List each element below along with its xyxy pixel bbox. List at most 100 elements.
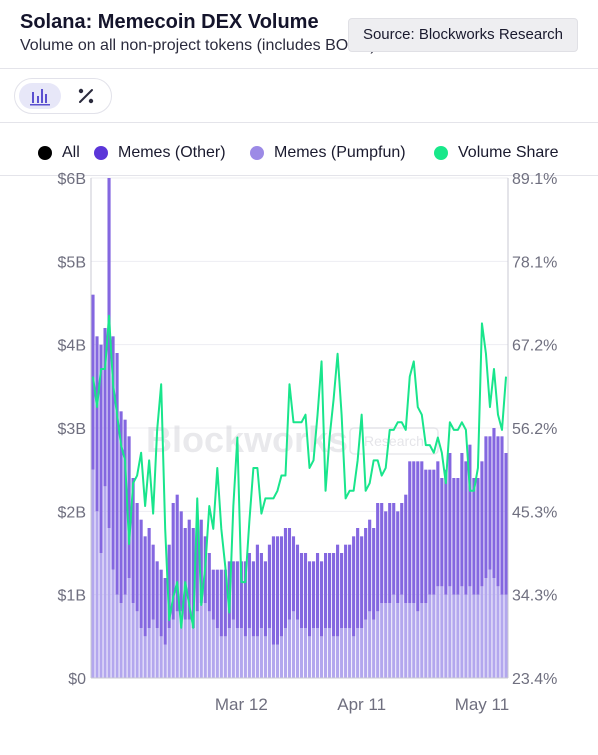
y-left-tick-label: $0 (68, 671, 86, 688)
y-right-tick-label: 67.2% (512, 338, 557, 355)
bar-other (464, 461, 468, 595)
bar-other (95, 336, 99, 512)
bar-other (420, 461, 424, 603)
bar-pumpfun (299, 628, 304, 678)
legend-item-all[interactable]: All (38, 140, 80, 166)
bar-pumpfun (460, 586, 464, 678)
bar-other (376, 503, 380, 612)
y-left-tick-label: $5B (58, 254, 86, 271)
bar-chart-view-button[interactable] (19, 83, 61, 109)
legend-dot-icon (250, 146, 264, 160)
bar-other (219, 569, 223, 637)
bar-pumpfun (251, 636, 255, 678)
bar-pumpfun (179, 611, 183, 678)
bar-pumpfun (315, 628, 320, 678)
bar-pumpfun (131, 603, 135, 678)
axes-layer: $0 $1B $2B $3B $4B $5B $6B 23.4% 34.3% 45.3% 56.2%… (58, 171, 558, 714)
bar-other (223, 569, 227, 637)
bar-other (211, 569, 215, 620)
bar-other (380, 503, 384, 603)
chart-svg: Blockworks Research $0 $1B $2B $3B $4B $5B $6B… (58, 171, 558, 714)
percent-view-button[interactable] (65, 83, 107, 109)
bar-other (171, 503, 175, 620)
bar-pumpfun (324, 628, 328, 678)
bar-pumpfun (340, 628, 344, 678)
bar-pumpfun (360, 628, 364, 678)
bar-other (259, 553, 263, 628)
source-badge: Source: Blockworks Research (348, 18, 578, 52)
bar-other (263, 561, 267, 637)
bar-other (360, 536, 364, 628)
bar-other (175, 494, 179, 612)
bar-other (127, 436, 131, 578)
bar-pumpfun (500, 594, 504, 678)
bar-pumpfun (95, 511, 99, 678)
bar-other (275, 536, 280, 645)
bar-pumpfun (408, 603, 412, 678)
bar-pumpfun (328, 628, 332, 678)
bar-pumpfun (440, 586, 444, 678)
bar-pumpfun (376, 611, 380, 678)
bar-pumpfun (488, 569, 492, 678)
y-right-tick-label: 45.3% (512, 504, 557, 521)
bar-pumpfun (283, 628, 288, 678)
bar-pumpfun (215, 628, 219, 678)
bar-pumpfun (111, 569, 115, 678)
bar-other (368, 519, 372, 612)
bar-other (468, 444, 472, 587)
bar-other (456, 478, 460, 595)
bar-pumpfun (504, 594, 508, 678)
bar-other (255, 544, 259, 637)
legend-item-volume-share[interactable]: Volume Share (434, 140, 559, 166)
bar-pumpfun (400, 594, 404, 678)
volume-share-line (92, 314, 507, 629)
bar-other (163, 578, 167, 645)
bar-pumpfun (171, 619, 175, 678)
bar-other (207, 553, 211, 612)
bar-pumpfun (203, 603, 207, 678)
bar-pumpfun (243, 636, 247, 678)
bar-other (392, 503, 396, 595)
legend-item-memes-other[interactable]: Memes (Other) (94, 140, 226, 166)
bar-pumpfun (267, 628, 271, 678)
bars-layer (91, 178, 508, 678)
y-right-tick-label: 23.4% (512, 671, 557, 688)
x-tick-label: Mar 12 (215, 695, 268, 714)
bar-other (239, 561, 243, 628)
x-tick-label: Apr 11 (337, 695, 386, 714)
bar-other (271, 536, 275, 645)
bar-pumpfun (119, 603, 123, 678)
bar-other (199, 519, 203, 603)
bar-pumpfun (484, 578, 488, 678)
bar-other (452, 478, 456, 595)
bar-pumpfun (364, 619, 368, 678)
bar-other (99, 344, 103, 553)
bar-other (324, 553, 328, 628)
bar-other (340, 553, 344, 628)
bar-pumpfun (199, 603, 203, 678)
bar-other (159, 569, 163, 637)
bar-other (279, 536, 284, 637)
bar-pumpfun (151, 619, 155, 678)
y-left-tick-label: $4B (58, 338, 86, 355)
bar-pumpfun (231, 619, 235, 678)
bar-other (396, 511, 400, 603)
bar-pumpfun (175, 611, 179, 678)
bar-pumpfun (147, 628, 151, 678)
bar-pumpfun (211, 619, 215, 678)
legend-label: Memes (Other) (118, 144, 226, 161)
bar-pumpfun (91, 469, 95, 678)
bar-other (384, 511, 388, 603)
bar-other (444, 469, 448, 595)
bar-other (408, 461, 412, 603)
chart-legend: All Memes (Other) Memes (Pumpfun) Volume… (0, 140, 598, 166)
chart-toolbar (14, 78, 112, 114)
bar-pumpfun (195, 611, 199, 678)
bar-other (187, 519, 191, 620)
legend-divider (0, 175, 598, 176)
legend-item-memes-pumpfun[interactable]: Memes (Pumpfun) (250, 140, 406, 166)
bar-other (460, 453, 464, 587)
bar-other (287, 528, 292, 620)
bar-pumpfun (348, 628, 352, 678)
bar-pumpfun (123, 594, 127, 678)
